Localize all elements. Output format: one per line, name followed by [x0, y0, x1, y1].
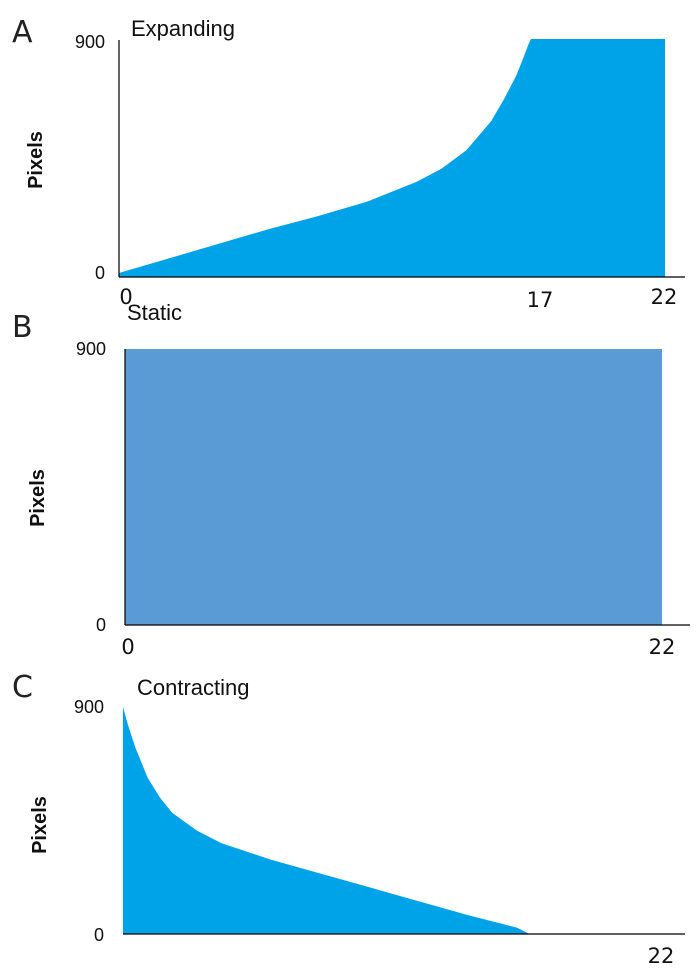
panel-a: A Expanding Pixels 900 0 0 17 22: [12, 15, 685, 312]
panel-letter-c: C: [12, 670, 33, 705]
panel-a-y-tick-bottom: 0: [95, 263, 105, 283]
panel-b-y-tick-bottom: 0: [96, 615, 106, 635]
panel-c-y-tick-bottom: 0: [94, 925, 104, 945]
panel-b-y-tick-top: 900: [76, 339, 106, 359]
panel-c-title: Contracting: [137, 675, 250, 700]
panel-c-area: [123, 707, 530, 934]
panel-a-x-tick-22: 22: [651, 285, 678, 309]
panel-a-title: Expanding: [131, 16, 235, 41]
panel-letter-b: B: [12, 310, 33, 345]
panel-b-title: Static: [127, 300, 182, 325]
panel-c-y-axis-label: Pixels: [29, 796, 51, 854]
panel-b-x-tick-0: 0: [121, 635, 134, 659]
panel-a-y-axis-label: Pixels: [25, 131, 47, 189]
panel-b-y-axis-label: Pixels: [27, 469, 49, 527]
panel-letter-a: A: [12, 15, 33, 50]
panel-b-area: [125, 349, 662, 625]
panel-c: C Contracting Pixels 900 0 22: [12, 670, 685, 968]
panel-a-area: [119, 39, 665, 277]
panel-a-x-tick-0: 0: [119, 285, 132, 309]
panel-c-x-tick-22: 22: [648, 944, 675, 968]
panel-c-y-tick-top: 900: [74, 697, 104, 717]
panel-b-x-tick-22: 22: [649, 635, 676, 659]
panel-b: B Static Pixels 900 0 0 22: [12, 300, 690, 659]
panel-a-y-tick-top: 900: [75, 32, 105, 52]
panel-a-x-tick-17: 17: [527, 288, 554, 312]
